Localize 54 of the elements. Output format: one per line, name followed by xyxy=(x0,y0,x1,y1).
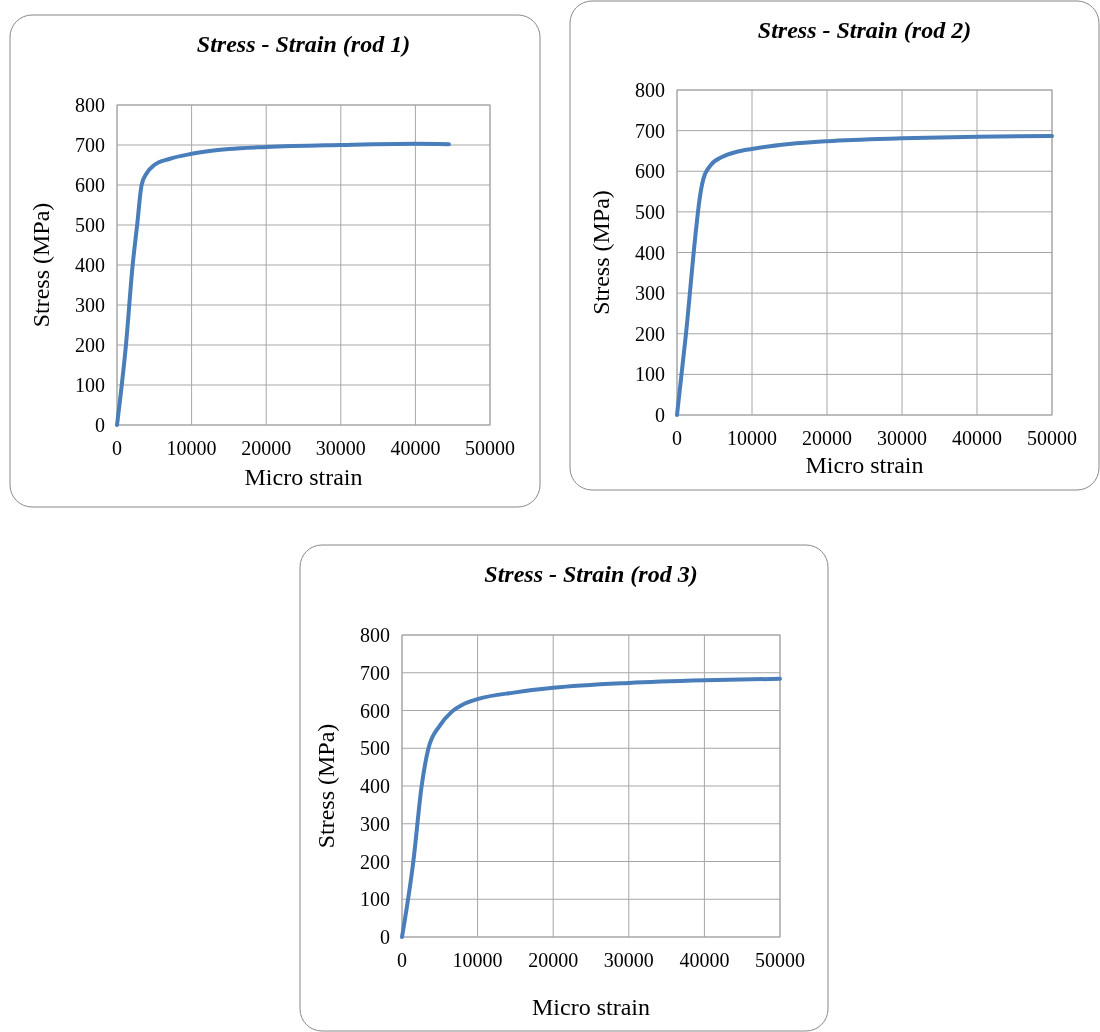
y-tick-label: 400 xyxy=(360,775,390,797)
chart-title: Stress - Strain (rod 2) xyxy=(757,17,972,43)
y-tick-label: 400 xyxy=(75,254,105,276)
y-tick-label: 200 xyxy=(635,322,665,345)
y-tick-label: 200 xyxy=(75,334,105,356)
y-tick-label: 700 xyxy=(75,134,105,156)
x-tick-label: 20000 xyxy=(241,437,292,459)
x-tick-label: 10000 xyxy=(727,427,777,449)
x-tick-label: 40000 xyxy=(952,427,1002,449)
y-tick-label: 200 xyxy=(360,850,390,873)
x-tick-label: 10000 xyxy=(166,437,217,459)
y-tick-label: 100 xyxy=(75,374,105,396)
x-tick-label: 50000 xyxy=(1027,427,1077,449)
y-tick-label: 300 xyxy=(360,812,390,835)
x-tick-label: 40000 xyxy=(679,949,730,971)
y-tick-label: 600 xyxy=(360,699,390,722)
x-tick-label: 0 xyxy=(672,427,682,449)
x-tick-label: 20000 xyxy=(528,949,579,971)
y-tick-label: 100 xyxy=(360,888,390,911)
x-tick-label: 0 xyxy=(397,949,407,971)
y-tick-label: 700 xyxy=(635,119,665,142)
y-tick-label: 0 xyxy=(655,404,665,426)
y-axis-title: Stress (MPa) xyxy=(313,723,339,849)
x-axis-title: Micro strain xyxy=(532,994,650,1020)
y-tick-label: 800 xyxy=(635,79,665,101)
line-series xyxy=(115,141,451,427)
x-tick-label: 10000 xyxy=(452,949,503,971)
y-tick-label: 100 xyxy=(635,363,665,386)
x-tick-label: 40000 xyxy=(390,437,441,459)
x-tick-label: 50000 xyxy=(755,949,805,971)
y-tick-label: 600 xyxy=(75,174,105,196)
x-tick-label: 50000 xyxy=(465,437,515,459)
x-axis-title: Micro strain xyxy=(244,464,363,490)
y-tick-label: 0 xyxy=(380,926,390,948)
y-axis-title: Stress (MPa) xyxy=(588,190,614,315)
y-tick-label: 500 xyxy=(360,737,390,760)
y-tick-label: 800 xyxy=(75,94,105,116)
y-tick-label: 700 xyxy=(360,661,390,684)
x-tick-label: 30000 xyxy=(315,437,366,459)
chart-title: Stress - Strain (rod 3) xyxy=(484,561,698,587)
y-tick-label: 500 xyxy=(75,214,105,236)
x-tick-label: 30000 xyxy=(603,949,654,971)
x-tick-label: 30000 xyxy=(877,427,927,449)
y-tick-label: 600 xyxy=(635,160,665,183)
y-tick-label: 300 xyxy=(75,294,105,316)
y-axis-title: Stress (MPa) xyxy=(28,202,54,328)
x-tick-label: 0 xyxy=(112,437,122,459)
x-tick-label: 20000 xyxy=(802,427,852,449)
y-tick-label: 500 xyxy=(635,200,665,223)
chart-title: Stress - Strain (rod 1) xyxy=(196,31,411,57)
y-tick-label: 300 xyxy=(635,282,665,305)
y-tick-label: 800 xyxy=(360,624,390,646)
y-tick-label: 400 xyxy=(635,241,665,264)
x-axis-title: Micro strain xyxy=(805,452,924,478)
